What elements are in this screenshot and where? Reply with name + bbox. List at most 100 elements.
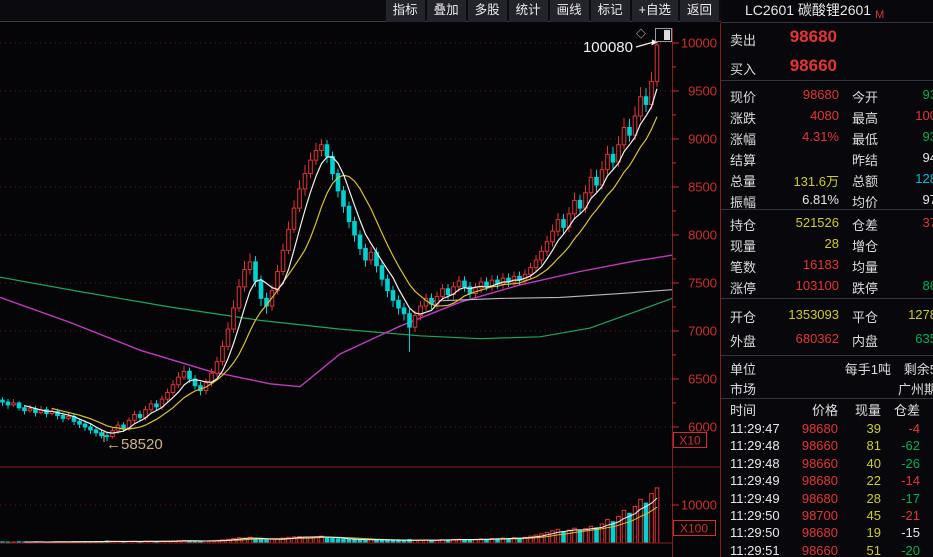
stat-label: 平仓	[852, 310, 879, 325]
candle-body	[27, 408, 33, 412]
stat-label: 今开	[852, 90, 879, 105]
tape-volume: 22	[866, 473, 881, 489]
stat-label: 增仓	[852, 239, 879, 254]
bid-price[interactable]: 98660	[789, 56, 837, 75]
candle-body	[368, 251, 374, 261]
tape-oi-change: -26	[901, 455, 920, 471]
tape-row: 11:29:51 98660 51 -20	[721, 542, 933, 557]
volume-axis-label: 10000	[681, 498, 717, 513]
stat-value: 635	[915, 331, 933, 346]
stat-label: 总额	[852, 174, 879, 189]
candle-body	[5, 401, 11, 406]
candle-body	[154, 403, 159, 408]
candle-body	[357, 234, 363, 249]
volume-bar	[605, 518, 610, 544]
candle-body	[588, 176, 594, 194]
volume-ma10-line	[52, 506, 658, 543]
candle-body	[572, 199, 577, 215]
stat-label: 持仓	[730, 218, 757, 233]
tape-time: 11:29:49	[730, 490, 780, 506]
stat-value: 128	[915, 171, 933, 186]
candle-body	[418, 305, 423, 317]
toolbar-button-back[interactable]: 返回	[679, 0, 719, 22]
stat-value: 521526	[795, 215, 839, 230]
candle-body	[533, 259, 539, 269]
stat-value: 86	[922, 278, 933, 293]
ma5-line	[24, 88, 658, 434]
volume-ma5-line	[24, 497, 658, 543]
split-window-icon[interactable]	[655, 28, 672, 42]
stat-value: 131.6万	[793, 174, 839, 189]
candle-body	[478, 281, 484, 289]
tape-volume: 19	[866, 525, 881, 541]
candle-body	[363, 247, 368, 261]
chart-canvas[interactable]: 1000095009000850080007500700065006000X10…	[0, 22, 721, 557]
tape-volume: 51	[866, 542, 881, 557]
price-axis-label: 6500	[688, 372, 717, 387]
toolbar-button-statistics[interactable]: 统计	[508, 0, 548, 22]
stat-value: 16183	[802, 257, 839, 272]
candle-body	[286, 228, 291, 251]
position-row: 持仓 521526 仓差 37	[721, 212, 933, 233]
high-annotation-arrowhead	[651, 39, 658, 46]
candle-body	[627, 126, 632, 136]
stat-value: 680362	[795, 331, 839, 346]
tape-price: 98660	[801, 438, 838, 454]
candle-body	[258, 280, 264, 299]
candle-body	[187, 370, 192, 380]
tape-header-cell: 价格	[811, 403, 838, 418]
scale-box	[673, 520, 716, 536]
candle-body	[577, 199, 583, 209]
stat-label: 昨结	[852, 153, 879, 168]
unit-label: 单位	[730, 362, 757, 377]
candle-body	[561, 219, 566, 228]
volume-bar	[269, 538, 275, 544]
tape-time: 11:29:50	[730, 507, 780, 523]
toolbar-button-add-watchlist[interactable]: +自选	[631, 0, 678, 22]
candle-body	[528, 267, 533, 275]
candle-body	[297, 188, 302, 209]
toolbar-button-mark[interactable]: 标记	[590, 0, 630, 22]
scale-box	[673, 432, 707, 448]
ask-price[interactable]: 98680	[789, 27, 837, 46]
tape-time: 11:29:48	[730, 455, 780, 471]
candle-body	[594, 176, 599, 186]
candle-body	[324, 144, 330, 157]
candle-body	[649, 80, 654, 105]
toolbar-button-draw-line[interactable]: 画线	[549, 0, 589, 22]
tape-oi-change: -15	[901, 525, 920, 541]
toolbar-button-multi-stock[interactable]: 多股	[467, 0, 507, 22]
candle-body	[407, 313, 412, 328]
candle-body	[484, 281, 489, 287]
tape-volume: 28	[866, 490, 881, 506]
crosshair-diamond-icon[interactable]: ◇	[636, 25, 646, 40]
stat-row: 涨跌 4080 最高 100	[721, 105, 933, 126]
ma-line-gray	[429, 289, 673, 302]
candle-body	[643, 96, 649, 105]
high-annotation: 100080	[583, 39, 633, 56]
tape-time: 11:29:49	[730, 473, 780, 489]
candlestick-chart[interactable]: 10000 9500 9000 8500 8000 7500 7000 6500 6000 X10…	[0, 22, 721, 557]
candle-body	[22, 407, 27, 412]
price-scale-multiplier: X10	[679, 434, 701, 448]
toolbar-button-indicator[interactable]: 指标	[385, 0, 425, 22]
toolbar-button-overlay[interactable]: 叠加	[426, 0, 466, 22]
stat-label: 涨停	[730, 281, 757, 296]
volume-bar	[352, 539, 357, 544]
stat-label: 仓差	[852, 218, 879, 233]
candle-body	[11, 402, 16, 406]
tape-price: 98680	[801, 525, 838, 541]
price-axis-label: 8000	[688, 228, 717, 243]
candle-body	[511, 275, 517, 283]
stat-label: 结算	[730, 153, 757, 168]
price-axis-label: 7500	[688, 276, 717, 291]
candle-body	[214, 361, 220, 374]
candle-body	[456, 280, 462, 288]
stat-value: 6.81%	[802, 192, 839, 207]
volume-bar	[346, 538, 352, 544]
tape-oi-change: -20	[901, 542, 920, 557]
volume-bar	[335, 538, 341, 544]
bid-ask-section: 卖出 98680 买入 98660	[721, 23, 933, 81]
tape-header: 时间 价格 现量 仓差	[721, 399, 933, 420]
